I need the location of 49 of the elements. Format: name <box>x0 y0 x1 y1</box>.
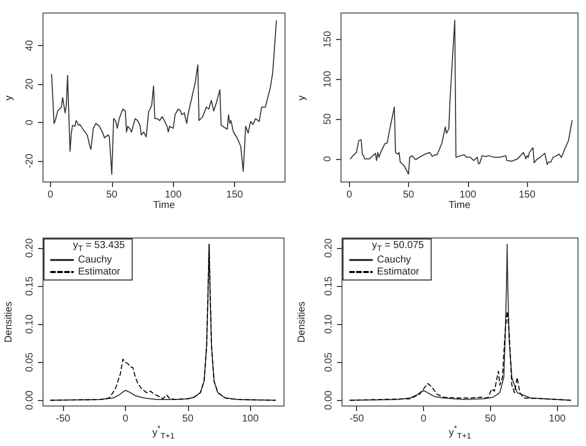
y-tick-label: 40 <box>24 40 36 52</box>
line-series <box>51 20 277 175</box>
y-tick-label: 0.20 <box>24 238 36 258</box>
x-tick-label: 0 <box>346 190 353 200</box>
legend-label: Cauchy <box>377 254 411 266</box>
y-tick-label: 150 <box>322 30 334 48</box>
legend-label: Cauchy <box>78 254 112 266</box>
legend-label: Estimator <box>377 266 420 278</box>
x-tick-label: 50 <box>106 190 118 200</box>
x-tick-label: 50 <box>484 414 496 424</box>
x-tick-label: -50 <box>56 414 71 424</box>
y-axis-title: y <box>4 95 14 100</box>
x-tick-label: 0 <box>420 414 427 424</box>
x-tick-label: 0 <box>122 414 129 424</box>
y-tick-label: 0.15 <box>24 276 36 296</box>
line-series <box>350 310 572 401</box>
x-tick-label: 100 <box>459 190 477 200</box>
x-axis-title: Time <box>153 200 175 211</box>
y-tick-label: -20 <box>24 153 36 168</box>
y-axis-title: Densities <box>4 301 14 343</box>
y-tick-label: 0 <box>24 119 36 126</box>
y-tick-label: 50 <box>322 113 334 125</box>
y-tick-label: 0.10 <box>24 314 36 334</box>
y-tick-label: 0.15 <box>324 276 334 296</box>
y-tick-label: 20 <box>24 78 36 90</box>
x-tick-label: 0 <box>48 190 54 200</box>
y-axis-title: y <box>296 95 308 100</box>
x-tick-label: 50 <box>182 414 194 424</box>
x-tick-label: 150 <box>226 190 244 200</box>
legend-title: y$_{T}$ = 53.435 <box>73 240 125 253</box>
x-axis-title: Time <box>448 200 470 211</box>
y-tick-label: 0.05 <box>324 352 334 372</box>
y-tick-label: 0 <box>322 156 334 162</box>
y-tick-label: 0.10 <box>324 314 334 334</box>
y-tick-label: 0.20 <box>324 238 334 258</box>
y-tick-label: 0.00 <box>24 390 36 410</box>
y-axis-title: Densities <box>296 301 308 343</box>
line-series <box>350 20 573 175</box>
x-tick-label: 150 <box>518 190 536 200</box>
x-tick-label: 50 <box>402 190 415 200</box>
y-tick-label: 100 <box>322 70 334 88</box>
x-tick-label: 100 <box>164 190 182 200</box>
y-tick-label: 0.00 <box>324 390 334 410</box>
x-tick-label: 100 <box>242 414 260 424</box>
x-tick-label: 100 <box>548 414 566 424</box>
x-tick-label: -50 <box>349 414 364 424</box>
legend-label: Estimator <box>78 266 121 278</box>
y-tick-label: 0.05 <box>24 352 36 372</box>
legend-title: y$_{T}$ = 50.075 <box>372 240 424 253</box>
